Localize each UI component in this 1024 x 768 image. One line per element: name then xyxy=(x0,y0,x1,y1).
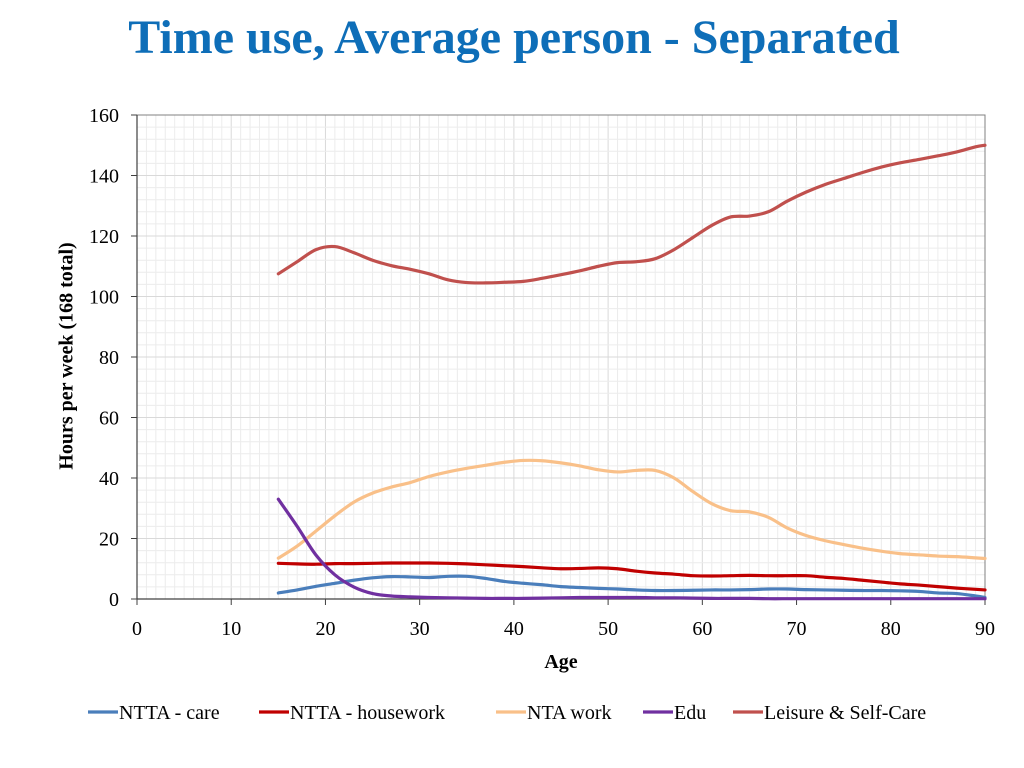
tick-labels: 0 10 20 30 40 50 60 70 80 90 0 20 40 60 80 100 120 140 160 xyxy=(89,105,995,640)
x-tick-label: 60 xyxy=(692,618,712,640)
y-tick-label: 40 xyxy=(99,468,119,490)
y-axis-title: Hours per week (168 total) xyxy=(56,242,78,469)
x-tick-label: 90 xyxy=(975,618,995,640)
series-line-ntta-housework xyxy=(276,561,987,592)
x-tick-label: 20 xyxy=(315,618,335,640)
series-line-leisure-self-care xyxy=(276,143,987,285)
chart-title: Time use, Average person - Separated xyxy=(128,11,900,64)
x-tick-label: 50 xyxy=(598,618,618,640)
legend-item-ntta-housework: NTTA - housework xyxy=(259,702,445,724)
y-tick-label: 60 xyxy=(99,408,119,430)
legend-item-nta-work: NTA work xyxy=(496,702,612,724)
series-lines xyxy=(276,143,987,601)
y-tick-label: 0 xyxy=(109,589,119,611)
x-tick-label: 10 xyxy=(221,618,241,640)
legend-label: NTA work xyxy=(527,702,612,724)
legend-item-leisure-self-care: Leisure & Self-Care xyxy=(733,702,926,724)
y-tick-label: 120 xyxy=(89,226,119,248)
legend: NTTA - care NTTA - housework NTA work Edu Le… xyxy=(88,702,926,724)
series-line-ntta-care xyxy=(276,574,987,600)
legend-item-edu: Edu xyxy=(643,702,706,724)
y-tick-label: 20 xyxy=(99,529,119,551)
legend-label: Edu xyxy=(674,702,706,724)
y-tick-label: 80 xyxy=(99,347,119,369)
y-tick-label: 100 xyxy=(89,287,119,309)
grid xyxy=(136,114,986,600)
x-tick-label: 70 xyxy=(787,618,807,640)
x-tick-label: 0 xyxy=(132,618,142,640)
y-tick-label: 160 xyxy=(89,105,119,127)
legend-label: NTTA - housework xyxy=(290,702,445,724)
x-tick-label: 80 xyxy=(881,618,901,640)
x-axis-title: Age xyxy=(544,651,577,673)
legend-label: NTTA - care xyxy=(119,702,220,724)
y-tick-label: 140 xyxy=(89,166,119,188)
legend-item-ntta-care: NTTA - care xyxy=(88,702,220,724)
series-line-nta-work xyxy=(276,458,987,561)
x-tick-label: 40 xyxy=(504,618,524,640)
x-tick-label: 30 xyxy=(410,618,430,640)
series-line-edu xyxy=(276,497,987,601)
legend-label: Leisure & Self-Care xyxy=(764,702,926,724)
